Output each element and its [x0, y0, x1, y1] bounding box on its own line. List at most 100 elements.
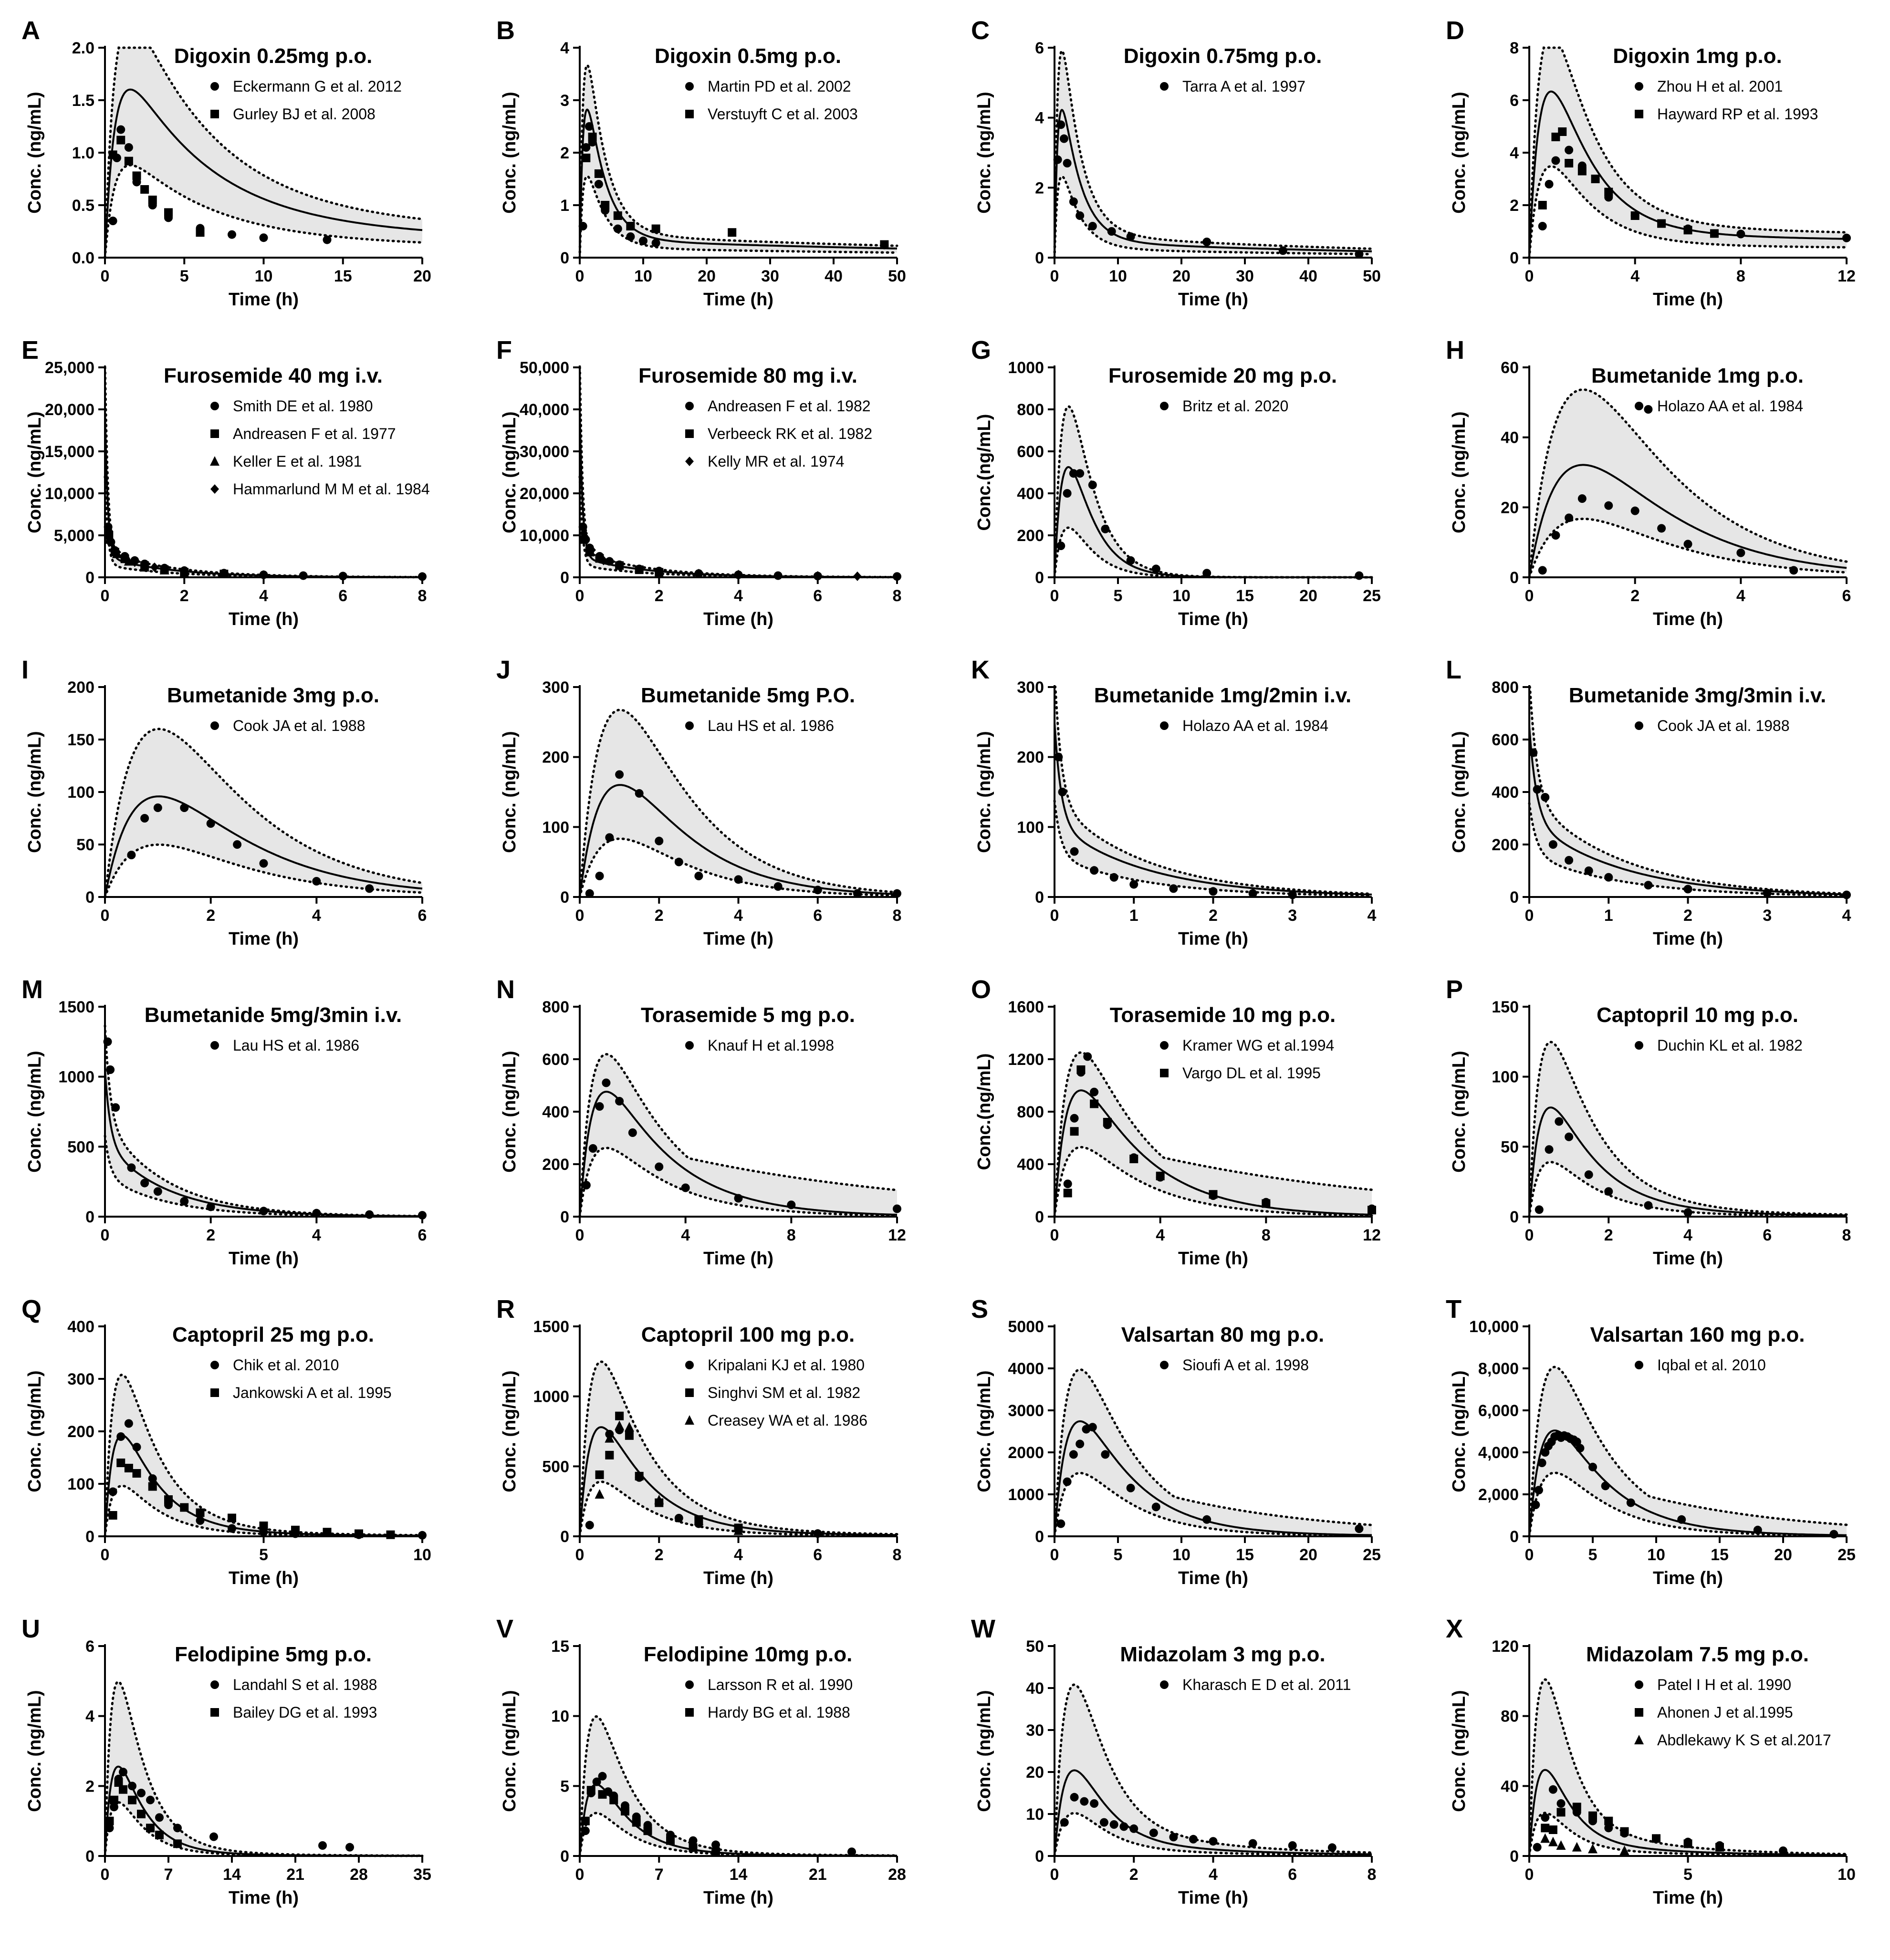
- y-tick-label: 100: [542, 818, 569, 836]
- data-point: [813, 886, 822, 895]
- data-point: [140, 814, 149, 823]
- data-point: [1604, 1187, 1613, 1196]
- data-point: [1054, 752, 1063, 761]
- data-point: [1069, 197, 1078, 206]
- panel-d: 0 4 8 12 0 2 4 6 8 Time (h) Conc. (ng/mL) D Digoxin …: [1446, 16, 1856, 310]
- data-point: [694, 1515, 704, 1525]
- y-axis-label: Conc. (ng/mL): [25, 92, 45, 213]
- x-tick-label: 0: [575, 587, 585, 605]
- panel-title: Furosemide 40 mg i.v.: [164, 364, 383, 387]
- data-point: [689, 1843, 698, 1852]
- y-tick-label: 0: [560, 1208, 569, 1226]
- data-point: [1109, 1820, 1118, 1829]
- data-point: [728, 228, 737, 237]
- data-point: [1619, 1845, 1629, 1855]
- data-point: [579, 535, 588, 544]
- y-axis-label: Conc. (ng/mL): [25, 411, 45, 533]
- legend-marker: [210, 402, 219, 410]
- data-point: [132, 1469, 141, 1478]
- legend-entry: Lau HS et al. 1986: [233, 1037, 359, 1054]
- x-tick-label: 10: [1647, 1546, 1665, 1564]
- legend-marker: [1635, 721, 1643, 730]
- panel-title: Bumetanide 5mg P.O.: [641, 684, 855, 707]
- y-tick-label: 80: [1501, 1708, 1519, 1726]
- legend-marker: [1635, 1680, 1643, 1689]
- data-point: [1657, 524, 1666, 533]
- panel-k: 0 1 2 3 4 0 100 200 300 Time (h) Conc. (ng/mL) K Bum…: [971, 656, 1377, 949]
- panel-f: 0 2 4 6 8 0 10,000 20,000 30,000 40,000 50,000 Time…: [496, 336, 901, 629]
- data-point: [609, 1795, 618, 1804]
- legend-entry: Sioufi A et al. 1998: [1182, 1356, 1309, 1374]
- x-tick-label: 12: [888, 1226, 906, 1244]
- data-point: [146, 1795, 155, 1804]
- panel-label: E: [21, 336, 39, 365]
- x-tick-label: 0: [101, 907, 110, 925]
- data-point: [893, 889, 901, 898]
- y-axis-label: Conc. (ng/mL): [25, 1690, 45, 1812]
- legend-marker: [685, 1708, 694, 1717]
- data-point: [654, 1494, 664, 1504]
- y-tick-label: 2: [1035, 179, 1044, 197]
- x-tick-label: 8: [787, 1226, 796, 1244]
- legend-entry: Keller E et al. 1981: [233, 453, 362, 470]
- x-tick-label: 0: [1050, 267, 1059, 285]
- x-tick-label: 10: [1172, 587, 1190, 605]
- y-tick-label: 40,000: [520, 401, 569, 419]
- legend-marker: [1160, 82, 1169, 91]
- ci-band: [580, 1054, 897, 1217]
- data-point: [196, 1516, 205, 1525]
- data-point: [180, 1503, 189, 1512]
- data-point: [153, 803, 162, 812]
- panel-title: Digoxin 0.75mg p.o.: [1124, 44, 1322, 68]
- x-axis-label: Time (h): [1653, 1249, 1723, 1269]
- data-point: [578, 222, 587, 230]
- panel-title: Bumetanide 1mg p.o.: [1591, 364, 1804, 387]
- y-tick-label: 150: [1492, 998, 1519, 1016]
- y-tick-label: 300: [1017, 678, 1044, 697]
- data-point: [601, 201, 610, 209]
- data-point: [598, 1790, 607, 1799]
- data-point: [1545, 180, 1554, 188]
- data-point: [180, 566, 189, 576]
- lower-bound-line: [104, 164, 424, 259]
- lower-bound-line: [1053, 1146, 1373, 1218]
- x-tick-label: 0: [575, 907, 585, 925]
- y-tick-label: 0: [560, 888, 569, 907]
- legend-entry: Zhou H et al. 2001: [1657, 78, 1783, 95]
- data-point: [1063, 1189, 1072, 1198]
- data-point: [1288, 1841, 1297, 1850]
- y-tick-label: 300: [542, 678, 569, 697]
- x-tick-label: 0: [1050, 1866, 1059, 1884]
- legend-entry: Bailey DG et al. 1993: [233, 1704, 377, 1721]
- panel-label: Q: [21, 1295, 42, 1324]
- panel-label: L: [1446, 656, 1462, 684]
- panel-g: 0 5 10 15 20 25 0 200 400 600 800 1000 Time (h) Conc.…: [971, 336, 1381, 629]
- legend-marker: [210, 484, 219, 494]
- legend-marker: [1635, 1041, 1643, 1050]
- y-tick-label: 200: [542, 749, 569, 767]
- data-point: [1531, 1501, 1540, 1509]
- prediction-line: [1528, 1769, 1847, 1856]
- y-tick-label: 1.5: [72, 92, 94, 110]
- y-tick-label: 30,000: [520, 443, 569, 461]
- y-tick-label: 4: [1510, 144, 1519, 162]
- y-tick-label: 1000: [533, 1388, 569, 1406]
- data-point: [1063, 489, 1072, 498]
- data-point: [1101, 524, 1110, 533]
- legend-marker: [1635, 110, 1643, 118]
- data-point: [1548, 1785, 1557, 1794]
- data-point: [127, 851, 136, 859]
- x-tick-label: 10: [1838, 1866, 1856, 1884]
- y-tick-label: 1000: [58, 1068, 94, 1086]
- legend-entry: Hammarlund M M et al. 1984: [233, 480, 430, 498]
- y-tick-label: 2.0: [72, 39, 94, 57]
- panel-title: Midazolam 7.5 mg p.o.: [1586, 1643, 1809, 1666]
- y-tick-label: 5,000: [54, 527, 94, 545]
- data-point: [164, 208, 173, 217]
- data-point: [588, 133, 597, 141]
- x-tick-label: 1: [1604, 907, 1613, 925]
- data-point: [1070, 1114, 1079, 1123]
- y-tick-label: 2000: [1008, 1444, 1044, 1462]
- data-point: [124, 1464, 133, 1472]
- x-tick-label: 15: [1711, 1546, 1729, 1564]
